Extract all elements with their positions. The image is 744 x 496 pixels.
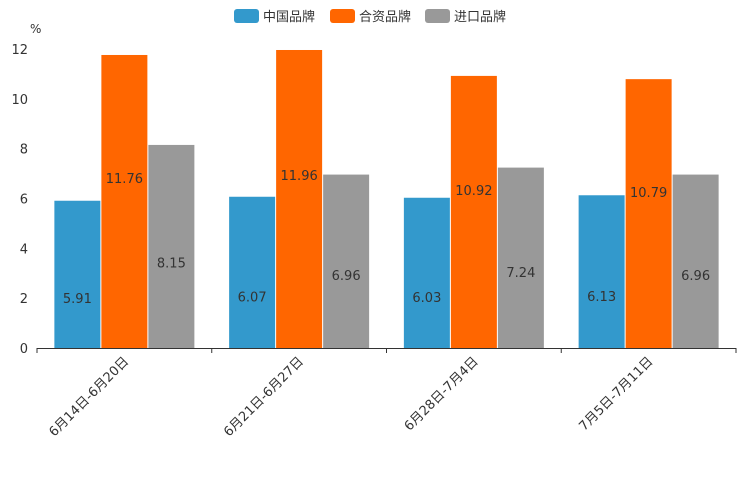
- y-tick-label-0: 0: [20, 342, 28, 357]
- x-tick-label-2: 6月21日-6月27日: [221, 354, 307, 440]
- y-tick-label-3: 6: [20, 193, 28, 208]
- value-label-2-3: 10.92: [455, 184, 492, 199]
- bar-1-4[interactable]: [578, 195, 625, 348]
- value-label-1-2: 6.07: [238, 291, 267, 306]
- value-label-2-4: 10.79: [630, 186, 667, 201]
- bar-2-4[interactable]: [625, 79, 672, 348]
- y-axis: 0 2 4 6 8 10 12: [11, 43, 28, 357]
- value-label-2-1: 11.76: [106, 172, 143, 187]
- x-tick-label-1: 6月14日-6月20日: [46, 354, 132, 440]
- x-tick-label-4: 7月5日-7月11日: [577, 354, 657, 434]
- value-labels-group: 5.91 11.76 8.15 6.07 11.96 6.96 6.03 10.92 7.24 6…: [63, 169, 710, 307]
- value-label-2-2: 11.96: [281, 169, 318, 184]
- y-axis-unit-label: %: [30, 22, 41, 36]
- bar-3-1[interactable]: [148, 144, 195, 348]
- bar-3-3[interactable]: [497, 167, 544, 348]
- bar-2-3[interactable]: [450, 75, 497, 348]
- y-tick-label-5: 10: [11, 93, 28, 108]
- value-label-1-4: 6.13: [587, 290, 616, 305]
- legend-item-china-brand[interactable]: 中国品牌: [234, 9, 315, 25]
- legend-item-joint-venture-brand[interactable]: 合资品牌: [330, 9, 411, 25]
- bar-3-4[interactable]: [672, 174, 719, 348]
- legend-label-china-brand: 中国品牌: [263, 9, 315, 25]
- legend: 中国品牌 合资品牌 进口品牌: [234, 9, 506, 25]
- bars-group: [54, 49, 719, 348]
- value-label-1-3: 6.03: [412, 291, 441, 306]
- bar-1-3[interactable]: [403, 197, 450, 348]
- legend-swatch-joint-venture-brand: [330, 9, 355, 23]
- y-tick-label-4: 8: [20, 143, 28, 158]
- y-tick-label-1: 2: [20, 292, 28, 307]
- value-label-1-1: 5.91: [63, 292, 92, 307]
- legend-swatch-import-brand: [425, 9, 450, 23]
- bar-3-2[interactable]: [323, 174, 370, 348]
- bar-2-1[interactable]: [101, 54, 148, 348]
- value-label-3-2: 6.96: [332, 269, 361, 284]
- y-tick-label-2: 4: [20, 242, 28, 257]
- legend-label-joint-venture-brand: 合资品牌: [359, 9, 411, 25]
- bar-1-2[interactable]: [229, 196, 276, 348]
- value-label-3-1: 8.15: [157, 257, 186, 272]
- x-tick-label-3: 6月28日-7月4日: [402, 354, 482, 434]
- legend-swatch-china-brand: [234, 9, 259, 23]
- value-label-3-3: 7.24: [506, 266, 535, 281]
- bar-1-1[interactable]: [54, 200, 101, 348]
- value-label-3-4: 6.96: [681, 269, 710, 284]
- legend-item-import-brand[interactable]: 进口品牌: [425, 9, 506, 25]
- x-axis: 6月14日-6月20日 6月21日-6月27日 6月28日-7月4日 7月5日-7月1…: [36, 348, 737, 440]
- legend-label-import-brand: 进口品牌: [454, 9, 506, 25]
- bar-2-2[interactable]: [276, 49, 323, 348]
- y-tick-label-6: 12: [11, 43, 28, 58]
